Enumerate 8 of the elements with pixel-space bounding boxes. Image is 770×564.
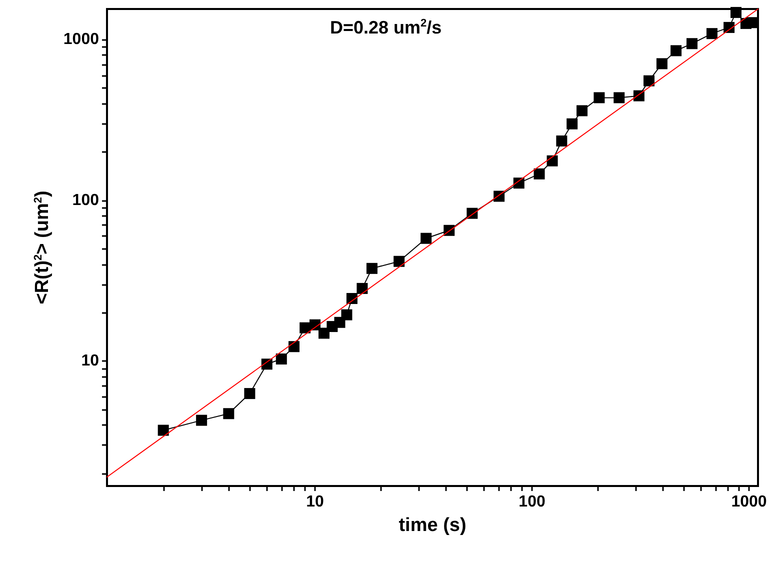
x-tick-label: 100 xyxy=(518,494,546,510)
y-tick-label: 100 xyxy=(72,192,100,209)
x-axis-title: time (s) xyxy=(398,515,466,536)
x-tick-label: 10 xyxy=(306,494,324,510)
y-tick-label: 10 xyxy=(81,352,100,370)
x-tick-label: 1000 xyxy=(731,494,767,510)
y-axis-title: <R(t)2> (um2) xyxy=(32,190,53,304)
y-tick-label: 1000 xyxy=(63,31,100,48)
